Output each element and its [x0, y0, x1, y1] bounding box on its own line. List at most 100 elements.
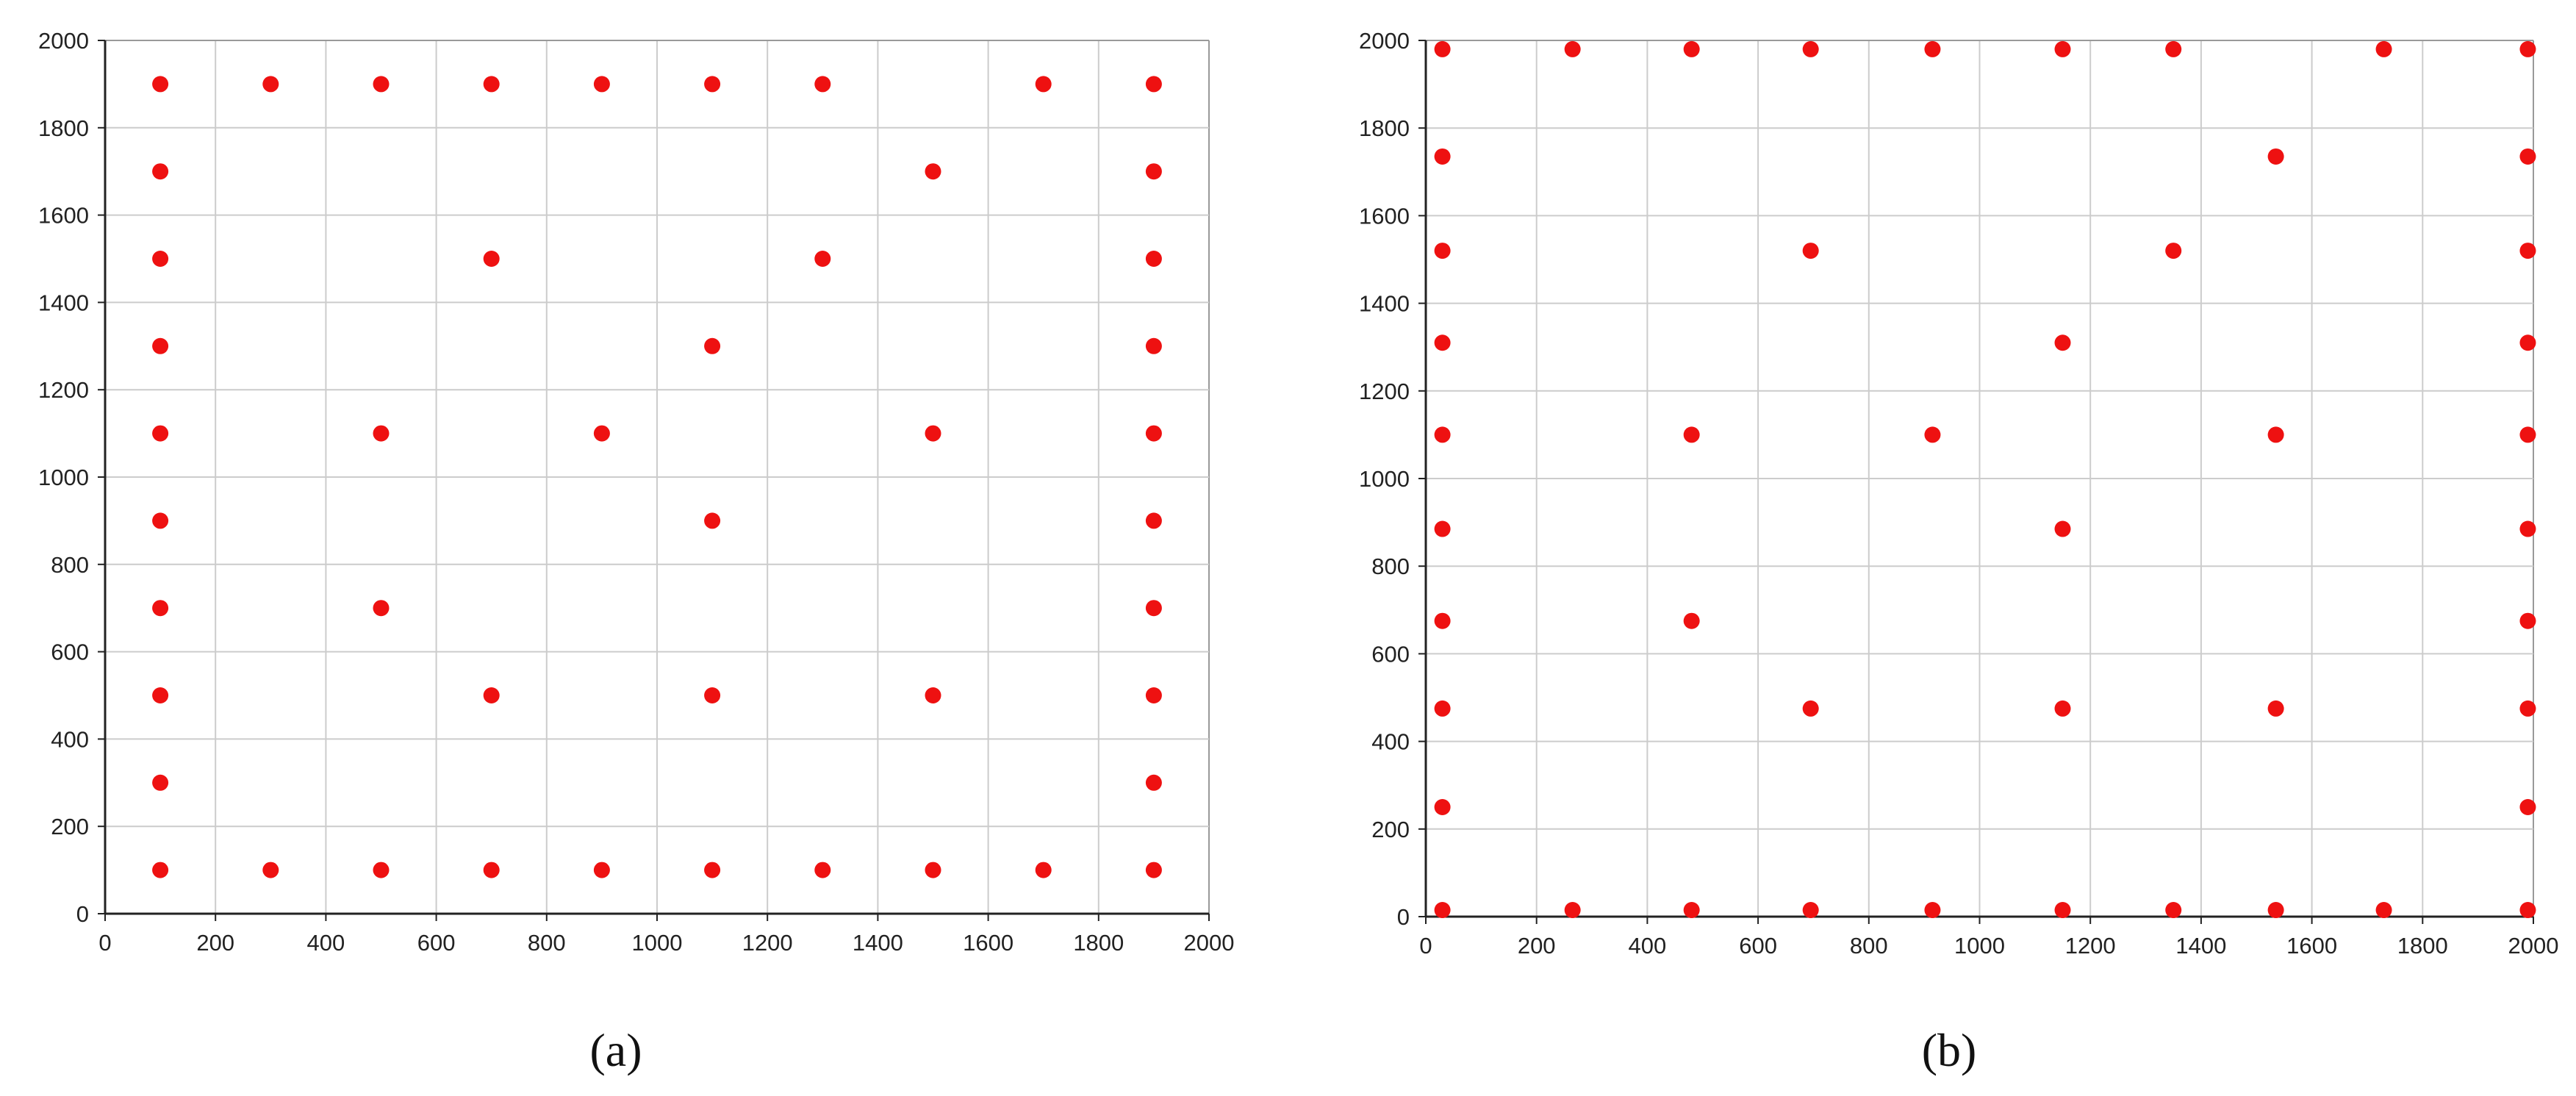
data-point: [2519, 334, 2536, 351]
x-tick-label: 1800: [2397, 933, 2448, 959]
data-point: [1145, 163, 1162, 180]
data-point: [925, 163, 941, 180]
data-point: [2165, 902, 2182, 919]
data-point: [1924, 902, 1941, 919]
data-point: [262, 862, 279, 878]
tick-labels: 0 200 400 600 800 1000 1200 1400 1600 1800 2000 0 20…: [38, 28, 1234, 956]
x-tick-label: 400: [1629, 933, 1667, 959]
data-point: [152, 337, 169, 354]
data-point: [1802, 243, 1819, 259]
data-point: [1145, 251, 1162, 267]
y-tick-label: 600: [51, 640, 89, 665]
data-points: [152, 76, 1162, 878]
data-point: [2519, 520, 2536, 537]
data-point: [1145, 862, 1162, 878]
y-tick-label: 1600: [38, 203, 89, 229]
data-point: [483, 251, 500, 267]
data-point: [2267, 426, 2284, 443]
data-point: [1434, 148, 1451, 165]
x-tick-label: 200: [1518, 933, 1556, 959]
data-point: [1434, 426, 1451, 443]
data-point: [2519, 700, 2536, 717]
y-tick-label: 1800: [38, 115, 89, 141]
x-tick-label: 1400: [2175, 933, 2226, 959]
data-point: [152, 163, 169, 180]
y-tick-label: 800: [1371, 554, 1410, 579]
data-point: [704, 337, 721, 354]
data-point: [593, 862, 610, 878]
x-tick-label: 1800: [1073, 930, 1124, 956]
chart-caption: (a): [589, 1024, 642, 1076]
y-tick-label: 800: [51, 552, 89, 578]
x-tick-label: 1200: [2065, 933, 2116, 959]
data-point: [1434, 612, 1451, 629]
data-point: [262, 76, 279, 93]
data-point: [704, 512, 721, 529]
y-tick-label: 1200: [38, 377, 89, 403]
data-point: [152, 425, 169, 442]
data-point: [152, 76, 169, 93]
x-tick-label: 1000: [1954, 933, 2005, 959]
data-point: [1564, 40, 1581, 57]
data-point: [1434, 40, 1451, 57]
data-point: [1145, 600, 1162, 617]
data-point: [2519, 612, 2536, 629]
y-tick-label: 400: [51, 726, 89, 752]
data-point: [2267, 148, 2284, 165]
y-tick-label: 2000: [38, 28, 89, 54]
x-tick-label: 1600: [963, 930, 1013, 956]
data-point: [1434, 334, 1451, 351]
data-point: [925, 687, 941, 703]
data-point: [593, 76, 610, 93]
data-point: [2054, 700, 2071, 717]
x-tick-label: 600: [1739, 933, 1777, 959]
scatter-chart-a: 0 200 400 600 800 1000 1200 1400 1600 1800 2000 0 20…: [38, 28, 1234, 1076]
x-tick-label: 400: [307, 930, 345, 956]
data-point: [1802, 40, 1819, 57]
axes: [98, 40, 1210, 921]
data-point: [1564, 902, 1581, 919]
grid-lines: [105, 40, 1210, 914]
data-point: [1434, 799, 1451, 815]
data-point: [593, 425, 610, 442]
data-point: [1035, 862, 1052, 878]
grid-lines: [1426, 40, 2534, 917]
data-point: [2519, 148, 2536, 165]
data-point: [1145, 687, 1162, 703]
data-point: [2519, 243, 2536, 259]
data-point: [1924, 426, 1941, 443]
data-point: [1035, 76, 1052, 93]
data-point: [814, 862, 831, 878]
data-point: [2375, 902, 2392, 919]
data-point: [152, 600, 169, 617]
y-tick-label: 1600: [1359, 203, 1410, 229]
data-point: [1802, 902, 1819, 919]
data-point: [483, 76, 500, 93]
data-point: [1802, 700, 1819, 717]
x-tick-label: 800: [528, 930, 566, 956]
y-tick-label: 200: [51, 814, 89, 839]
data-point: [2267, 902, 2284, 919]
data-point: [2054, 902, 2071, 919]
data-point: [925, 425, 941, 442]
y-tick-label: 2000: [1359, 28, 1410, 54]
x-tick-label: 600: [417, 930, 456, 956]
data-point: [2519, 902, 2536, 919]
x-tick-label: 1200: [742, 930, 793, 956]
data-point: [2519, 40, 2536, 57]
data-point: [814, 76, 831, 93]
y-tick-label: 1200: [1359, 379, 1410, 404]
y-tick-label: 1400: [1359, 291, 1410, 317]
data-point: [1434, 700, 1451, 717]
data-point: [373, 600, 390, 617]
data-point: [1683, 40, 1700, 57]
x-tick-label: 1000: [632, 930, 683, 956]
data-point: [925, 862, 941, 878]
y-tick-label: 600: [1371, 641, 1410, 667]
data-point: [1434, 243, 1451, 259]
y-tick-label: 0: [76, 901, 89, 927]
axes: [1418, 40, 2534, 924]
x-tick-label: 2000: [1184, 930, 1235, 956]
y-tick-label: 1000: [1359, 466, 1410, 492]
data-point: [152, 251, 169, 267]
